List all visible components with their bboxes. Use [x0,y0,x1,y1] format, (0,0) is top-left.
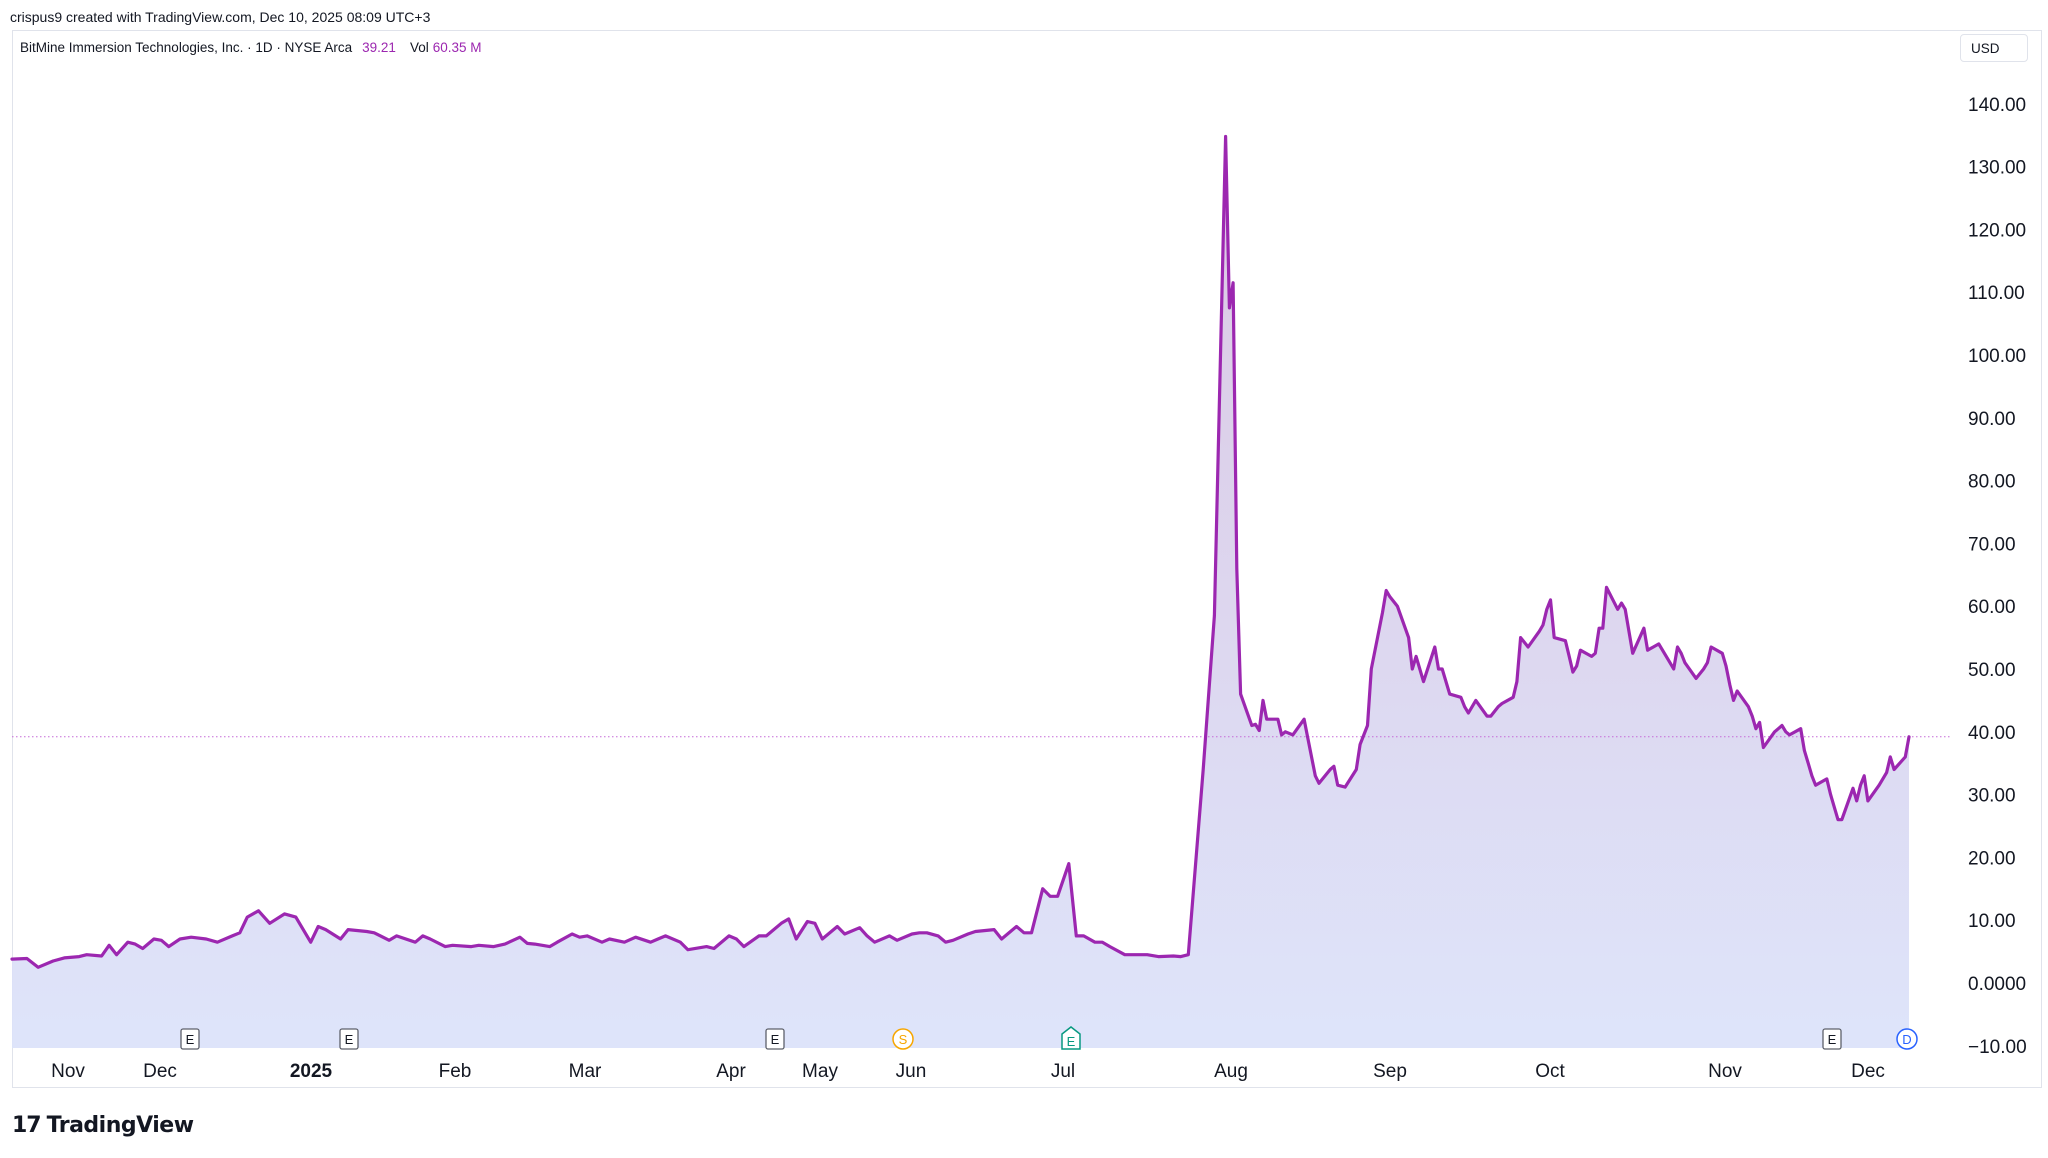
y-tick-label: 80.00 [1968,472,2016,493]
x-tick-label: Nov [1708,1061,1742,1082]
event-marker-earnings: E [1822,1028,1842,1050]
x-tick-label: Mar [569,1061,602,1082]
y-tick-label: 140.00 [1968,95,2026,116]
price-line [10,134,1911,969]
y-tick-label: 30.00 [1968,786,2016,807]
volume-value: 60.35 M [432,40,482,55]
y-tick-label: 0.0000 [1968,974,2026,995]
x-tick-label: Nov [51,1061,85,1082]
x-tick-label: Oct [1535,1061,1565,1082]
x-tick-label: Dec [143,1061,177,1082]
y-tick-label: 120.00 [1968,220,2026,241]
event-marker-dividend: D [1896,1028,1918,1050]
y-tick-label: 60.00 [1968,597,2016,618]
attribution-text: crispus9 created with TradingView.com, D… [10,9,431,25]
event-marker-split: S [892,1028,914,1050]
y-tick-label: 10.00 [1968,911,2016,932]
svg-text:S: S [899,1032,908,1047]
x-tick-label: Feb [439,1061,472,1082]
currency-selector[interactable]: USD [1960,34,2028,62]
y-tick-label: 20.00 [1968,848,2016,869]
x-tick-label: Jun [896,1061,927,1082]
tradingview-logo-icon: 17 [12,1113,42,1138]
x-tick-label: 2025 [290,1061,333,1082]
event-marker-earnings: E [339,1028,359,1050]
volume-label: Vol [409,40,429,55]
y-tick-label: 50.00 [1968,660,2016,681]
last-price: 39.21 [362,40,396,55]
y-tick-label: 110.00 [1968,283,2025,304]
svg-text:E: E [1828,1032,1837,1047]
y-tick-label: 40.00 [1968,723,2016,744]
x-tick-label: Dec [1851,1061,1885,1082]
price-area [12,136,1909,1048]
y-tick-label: 90.00 [1968,409,2016,430]
svg-text:E: E [1067,1034,1076,1049]
chart-frame [12,30,2042,1088]
event-marker-earnings: E [765,1028,785,1050]
tradingview-brand[interactable]: 17 TradingView [12,1113,194,1138]
x-tick-label: Sep [1373,1061,1407,1082]
svg-text:E: E [771,1032,780,1047]
svg-text:E: E [186,1032,195,1047]
y-tick-label: 100.00 [1968,346,2026,367]
svg-text:E: E [345,1032,354,1047]
event-marker-earnings-green: E [1061,1026,1081,1050]
x-tick-label: Apr [716,1061,746,1082]
x-tick-label: Aug [1214,1061,1248,1082]
event-marker-earnings: E [180,1028,200,1050]
y-tick-label: 130.00 [1968,158,2026,179]
svg-text:D: D [1902,1032,1911,1047]
brand-name: TradingView [46,1113,194,1138]
x-tick-label: Jul [1051,1061,1075,1082]
symbol-legend[interactable]: BitMine Immersion Technologies, Inc. · 1… [20,40,482,55]
x-tick-label: May [802,1061,838,1082]
y-tick-label: 70.00 [1968,534,2016,555]
symbol-title: BitMine Immersion Technologies, Inc. · 1… [20,40,353,55]
y-tick-label: −10.00 [1968,1037,2027,1058]
